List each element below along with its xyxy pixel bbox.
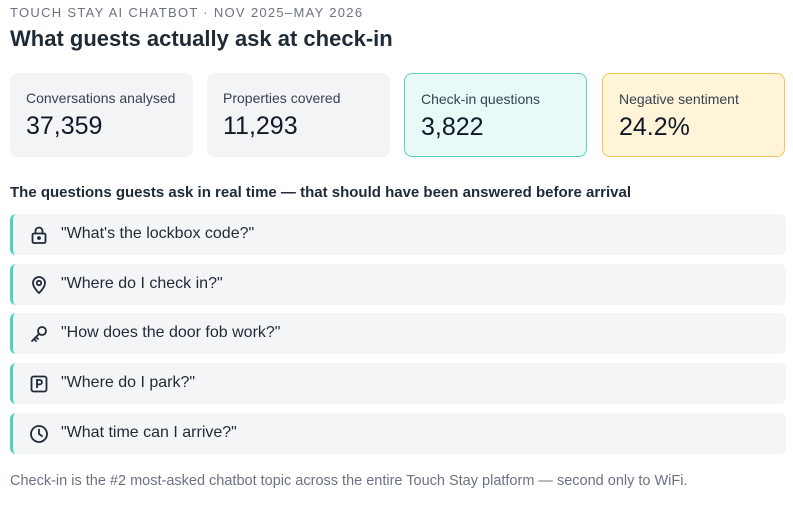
- stat-value: 11,293: [223, 112, 298, 140]
- question-text: "Where do I check in?": [61, 275, 223, 292]
- section-heading: The questions guests ask in real time — …: [10, 184, 632, 201]
- question-text: "What time can I arrive?": [61, 424, 237, 441]
- question-text: "Where do I park?": [61, 374, 196, 391]
- pin-icon: [32, 276, 46, 295]
- stat-label: Properties covered: [223, 90, 341, 106]
- question-text: "How does the door fob work?": [61, 324, 281, 341]
- eyebrow: TOUCH STAY AI CHATBOT · NOV 2025–MAY 202…: [10, 5, 364, 20]
- question-row: "How does the door fob work?": [10, 313, 786, 354]
- stat-card: Negative sentiment 24.2%: [602, 73, 785, 157]
- stat-value: 37,359: [26, 112, 103, 140]
- page-title: What guests actually ask at check-in: [10, 26, 393, 51]
- question-row: "Where do I park?": [10, 363, 786, 404]
- question-text: "What's the lockbox code?": [61, 225, 255, 242]
- stat-label: Negative sentiment: [619, 91, 739, 107]
- stat-card: Conversations analysed 37,359: [10, 73, 193, 157]
- stat-card: Properties covered 11,293: [207, 73, 390, 157]
- stat-card: Check-in questions 3,822: [404, 73, 587, 157]
- stat-label: Conversations analysed: [26, 90, 176, 106]
- question-row: "What time can I arrive?": [10, 413, 786, 454]
- question-row: "What's the lockbox code?": [10, 214, 786, 255]
- footer-note: Check-in is the #2 most-asked chatbot to…: [10, 473, 688, 489]
- parking-icon: [30, 375, 48, 393]
- stat-label: Check-in questions: [421, 91, 541, 107]
- stat-value: 24.2%: [619, 113, 690, 141]
- question-row: "Where do I check in?": [10, 264, 786, 305]
- stat-value: 3,822: [421, 113, 484, 141]
- key-icon: [31, 326, 47, 342]
- clock-icon: [30, 425, 48, 443]
- lock-icon: [31, 226, 47, 244]
